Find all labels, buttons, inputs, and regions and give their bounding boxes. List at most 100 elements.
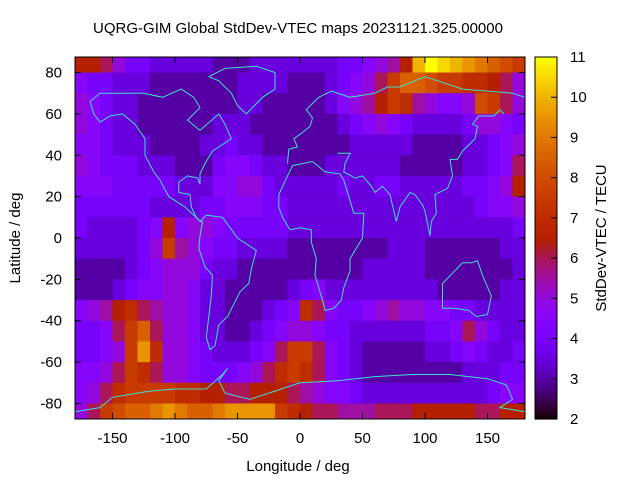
heatmap-cell: [325, 72, 338, 94]
colorbar-segment: [535, 367, 557, 372]
colorbar-segment: [535, 331, 557, 336]
heatmap-cell: [512, 113, 526, 136]
heatmap-cell: [200, 57, 213, 74]
heatmap-cell: [487, 403, 501, 420]
heatmap-cell: [337, 93, 351, 115]
heatmap-cell: [150, 175, 163, 198]
heatmap-cell: [225, 362, 238, 384]
heatmap-cell: [362, 93, 376, 115]
heatmap-cell: [512, 320, 526, 342]
heatmap-cell: [212, 382, 226, 404]
heatmap-cell: [275, 196, 288, 218]
heatmap-cell: [400, 362, 413, 384]
heatmap-cell: [225, 320, 238, 342]
heatmap-cell: [200, 341, 213, 363]
heatmap-cell: [325, 155, 338, 177]
colorbar-segment: [535, 280, 557, 284]
heatmap-cell: [287, 57, 301, 74]
heatmap-cell: [500, 258, 513, 280]
heatmap-cell: [112, 341, 126, 363]
heatmap-cell: [512, 155, 526, 177]
heatmap-cell: [437, 113, 451, 136]
heatmap-cell: [75, 57, 88, 74]
heatmap-cell: [387, 134, 401, 156]
y-tick-label: -40: [40, 313, 62, 330]
heatmap-cell: [375, 382, 388, 404]
heatmap-cell: [487, 238, 501, 260]
heatmap-cell: [250, 238, 263, 260]
heatmap-cell: [450, 341, 463, 363]
heatmap-cell: [237, 341, 251, 363]
heatmap-cell: [300, 300, 313, 322]
heatmap-cell: [100, 175, 113, 198]
coastline: [337, 108, 505, 236]
heatmap-cell: [500, 300, 513, 322]
heatmap-cell: [475, 362, 488, 384]
heatmap-cell: [237, 300, 251, 322]
heatmap-cell: [475, 196, 488, 218]
heatmap-cell: [175, 258, 188, 280]
heatmap-cell: [150, 155, 163, 177]
heatmap-cell: [325, 93, 338, 115]
heatmap-cell: [200, 196, 213, 218]
colorbar-segment: [535, 195, 557, 200]
heatmap-cell: [212, 57, 226, 74]
heatmap-cell: [262, 258, 276, 280]
heatmap-cell: [137, 279, 151, 301]
heatmap-cell: [87, 362, 101, 384]
colorbar-segment: [535, 84, 557, 88]
heatmap-cell: [87, 155, 101, 177]
heatmap-cell: [225, 382, 238, 404]
heatmap-cell: [350, 113, 363, 136]
heatmap-cell: [312, 382, 326, 404]
x-tick-label: -100: [160, 430, 190, 447]
heatmap-cell: [125, 403, 138, 420]
heatmap-cell: [412, 134, 426, 156]
heatmap-cell: [462, 196, 476, 218]
colorbar-segment: [535, 123, 557, 127]
heatmap-cell: [100, 72, 113, 94]
heatmap-cell: [225, 134, 238, 156]
heatmap-cell: [237, 72, 251, 94]
heatmap-cell: [375, 403, 388, 420]
heatmap-cell: [287, 72, 301, 94]
heatmap-cell: [175, 113, 188, 136]
colorbar-segment: [535, 96, 557, 100]
heatmap-cell: [412, 196, 426, 218]
heatmap-cell: [300, 258, 313, 280]
heatmap-cell: [362, 279, 376, 301]
heatmap-cell: [337, 134, 351, 156]
heatmap-cell: [112, 72, 126, 94]
heatmap-cell: [462, 155, 476, 177]
heatmap-cell: [162, 320, 176, 342]
heatmap-cell: [450, 217, 463, 239]
heatmap-cell: [475, 93, 488, 115]
heatmap-cell: [100, 113, 113, 136]
heatmap-cell: [200, 93, 213, 115]
colorbar-segment: [535, 174, 557, 179]
colorbar-segment: [535, 379, 557, 384]
y-tick-label: 60: [45, 106, 62, 123]
heatmap-cell: [462, 279, 476, 301]
colorbar-tick-label: 8: [570, 170, 578, 187]
colorbar-segment: [535, 256, 557, 260]
heatmap-cell: [75, 341, 88, 363]
colorbar-segment: [535, 156, 557, 161]
heatmap-cell: [475, 217, 488, 239]
colorbar-tick-label: 5: [570, 290, 578, 307]
colorbar-segment: [535, 60, 557, 64]
heatmap-cell: [475, 279, 488, 301]
heatmap-cell: [137, 57, 151, 74]
heatmap-cell: [112, 279, 126, 301]
heatmap-cell: [75, 258, 88, 280]
heatmap-cell: [250, 320, 263, 342]
heatmap-cell: [287, 320, 301, 342]
colorbar-segment: [535, 283, 557, 287]
heatmap-cell: [150, 134, 163, 156]
heatmap-cell: [75, 403, 88, 420]
heatmap-cell: [287, 134, 301, 156]
coastlines: [74, 65, 526, 413]
heatmap-cell: [437, 320, 451, 342]
heatmap-cell: [387, 72, 401, 94]
colorbar-segment: [535, 135, 557, 140]
